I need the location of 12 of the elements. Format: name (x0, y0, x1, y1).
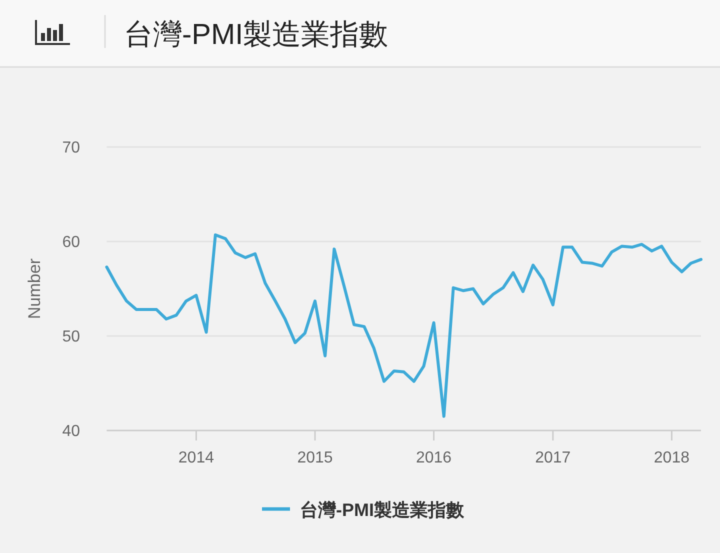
x-tick-label: 2016 (416, 450, 452, 466)
y-axis-title: Number (25, 258, 44, 319)
x-tick-label: 2015 (297, 450, 333, 466)
x-tick-label: 2014 (178, 450, 214, 466)
legend-label: 台灣-PMI製造業指數 (300, 500, 464, 520)
y-tick-label: 60 (62, 234, 80, 251)
y-tick-label: 40 (62, 423, 80, 440)
y-tick-label: 50 (62, 328, 80, 346)
y-tick-label: 70 (62, 140, 80, 156)
x-tick-label: 2017 (535, 450, 571, 466)
x-tick-label: 2018 (654, 450, 690, 466)
title: 台灣-PMI製造業指數 (124, 19, 388, 51)
